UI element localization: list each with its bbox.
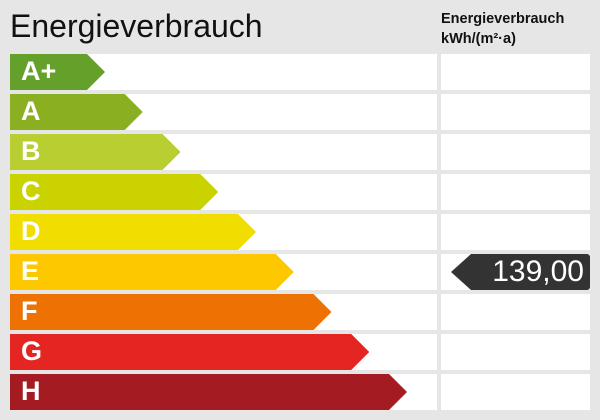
energy-class-label: D [21,216,41,246]
bar-cell: F [10,294,437,330]
energy-class-label: B [21,136,41,166]
bar-cell: B [10,134,437,170]
value-cell [441,334,590,370]
bar-cell: D [10,214,437,250]
energy-class-row-G: G [10,334,590,370]
bar-cell: H [10,374,437,410]
energy-class-bar: H [10,374,407,410]
value-cell [441,134,590,170]
bar-cell: C [10,174,437,210]
value-cell: 139,00 [441,254,590,290]
value-cell [441,174,590,210]
energy-class-bar: A+ [10,54,105,90]
page-title: Energieverbrauch [10,8,263,44]
energy-class-label: E [21,256,40,286]
energy-class-row-H: H [10,374,590,410]
energy-class-label: H [21,376,41,406]
energy-class-label: F [21,296,38,326]
value-cell [441,214,590,250]
value-label: 139,00 [492,255,584,288]
value-cell [441,374,590,410]
value-marker: 139,00 [451,254,590,290]
bar-cell: A+ [10,54,437,90]
energy-class-label: A [21,96,41,126]
energy-class-row-D: D [10,214,590,250]
energy-class-bar: F [10,294,332,330]
energy-class-bar: E [10,254,294,290]
value-cell [441,94,590,130]
bar-cell: A [10,94,437,130]
energy-class-row-E: E 139,00 [10,254,590,290]
bar-cell: E [10,254,437,290]
energy-class-bar: A [10,94,143,130]
energy-class-row-C: C [10,174,590,210]
energy-class-bar: D [10,214,256,250]
energy-class-bar: C [10,174,218,210]
energy-class-label: A+ [21,56,57,86]
bar-cell: G [10,334,437,370]
energy-class-label: G [21,336,43,366]
energy-class-bar: G [10,334,369,370]
energy-class-label: C [21,176,41,206]
energy-class-bar: B [10,134,181,170]
energy-class-row-B: B [10,134,590,170]
energy-class-row-A+: A+ [10,54,590,90]
column-title-line1: Energieverbrauch [441,11,565,27]
column-title-unit: kWh/(m²·a) [441,31,516,47]
value-cell [441,54,590,90]
column-title: Energieverbrauch kWh/(m²·a) [441,9,564,49]
energy-class-row-A: A [10,94,590,130]
value-cell [441,294,590,330]
energy-class-row-F: F [10,294,590,330]
